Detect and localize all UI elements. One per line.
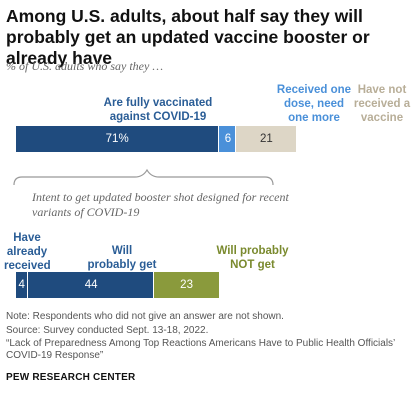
pew-logo-text: PEW RESEARCH CENTER: [6, 372, 136, 383]
vaccination-segment-2: 21: [235, 126, 297, 152]
chart-title: Among U.S. adults, about half say they w…: [6, 6, 370, 68]
booster-segment-0: 4: [16, 272, 28, 298]
report-text: “Lack of Preparedness Among Top Reaction…: [6, 338, 395, 361]
label-one-dose: Received one dose, need one more: [276, 84, 352, 124]
vaccination-segment-1: 6: [218, 126, 237, 152]
label-fully-vaccinated: Are fully vaccinated against COVID-19: [103, 97, 213, 123]
label-will-not-get: Will probably NOT get: [216, 245, 289, 271]
bar-vaccination-status: 71% 6 21: [16, 126, 408, 152]
booster-segment-1: 44: [27, 272, 154, 298]
booster-segment-2: 23: [152, 272, 220, 298]
bar-booster-intent: 4 44 23: [16, 272, 408, 298]
label-will-get: Will probably get: [87, 245, 157, 271]
label-already-received: Have already received: [4, 232, 51, 272]
label-not-received: Have not received a vaccine: [353, 84, 411, 124]
annotation-booster-intent: Intent to get updated booster shot desig…: [32, 190, 289, 219]
source-text: Source: Survey conducted Sept. 13-18, 20…: [6, 325, 209, 336]
vaccination-segment-0: 71%: [16, 126, 219, 152]
note-text: Note: Respondents who did not give an an…: [6, 311, 284, 322]
chart-subtitle: % of U.S. adults who say they …: [6, 59, 163, 73]
